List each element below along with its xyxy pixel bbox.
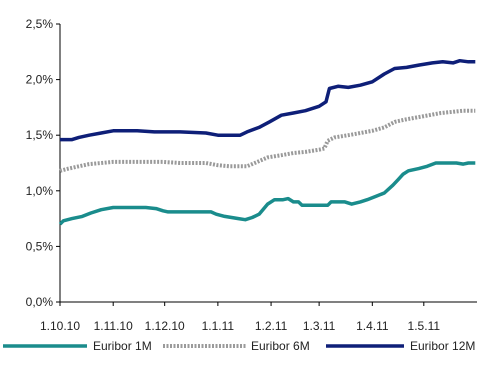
- x-tick-label: 1.2.11: [255, 319, 288, 333]
- y-tick-label: 2,5%: [26, 17, 54, 31]
- x-tick-label: 1.1.11: [202, 319, 235, 333]
- euribor-6m-line: [59, 108, 476, 173]
- y-tick-label: 0,5%: [26, 239, 54, 253]
- legend: Euribor 1M Euribor 6M Euribor 12M: [3, 339, 475, 353]
- x-tick-label: 1.5.11: [408, 319, 441, 333]
- x-tick-label: 1.12.10: [145, 319, 185, 333]
- y-tick-label: 0,0%: [26, 295, 54, 309]
- legend-label-euribor-6m: Euribor 6M: [251, 339, 310, 353]
- legend-label-euribor-12m: Euribor 12M: [410, 339, 475, 353]
- y-tick-label: 1,5%: [26, 128, 54, 142]
- euribor-1m-line: [58, 161, 476, 226]
- y-tick-label: 2,0%: [26, 73, 54, 87]
- y-axis: 0,0% 0,5% 1,0% 1,5% 2,0% 2,5%: [26, 17, 61, 309]
- legend-label-euribor-1m: Euribor 1M: [93, 339, 152, 353]
- x-tick-label: 1.3.11: [303, 319, 336, 333]
- y-tick-label: 1,0%: [26, 184, 54, 198]
- x-tick-label: 1.10.10: [40, 319, 80, 333]
- series-layer: [58, 58, 476, 226]
- x-axis: 1.10.10 1.11.10 1.12.10 1.1.11 1.2.11 1.3.11 1…: [40, 301, 477, 333]
- x-tick-label: 1.11.10: [94, 319, 133, 333]
- x-tick-label: 1.4.11: [356, 319, 389, 333]
- euribor-12m-line: [60, 58, 476, 142]
